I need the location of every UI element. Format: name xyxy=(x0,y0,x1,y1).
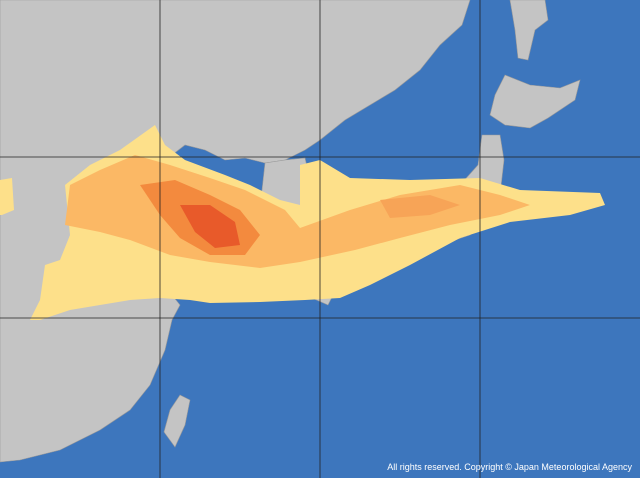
dust-plume xyxy=(0,125,605,320)
dust-peak xyxy=(180,205,240,248)
dust-low xyxy=(0,178,14,215)
dust-medium xyxy=(380,195,460,218)
copyright: All rights reserved. Copyright © Japan M… xyxy=(387,462,632,472)
